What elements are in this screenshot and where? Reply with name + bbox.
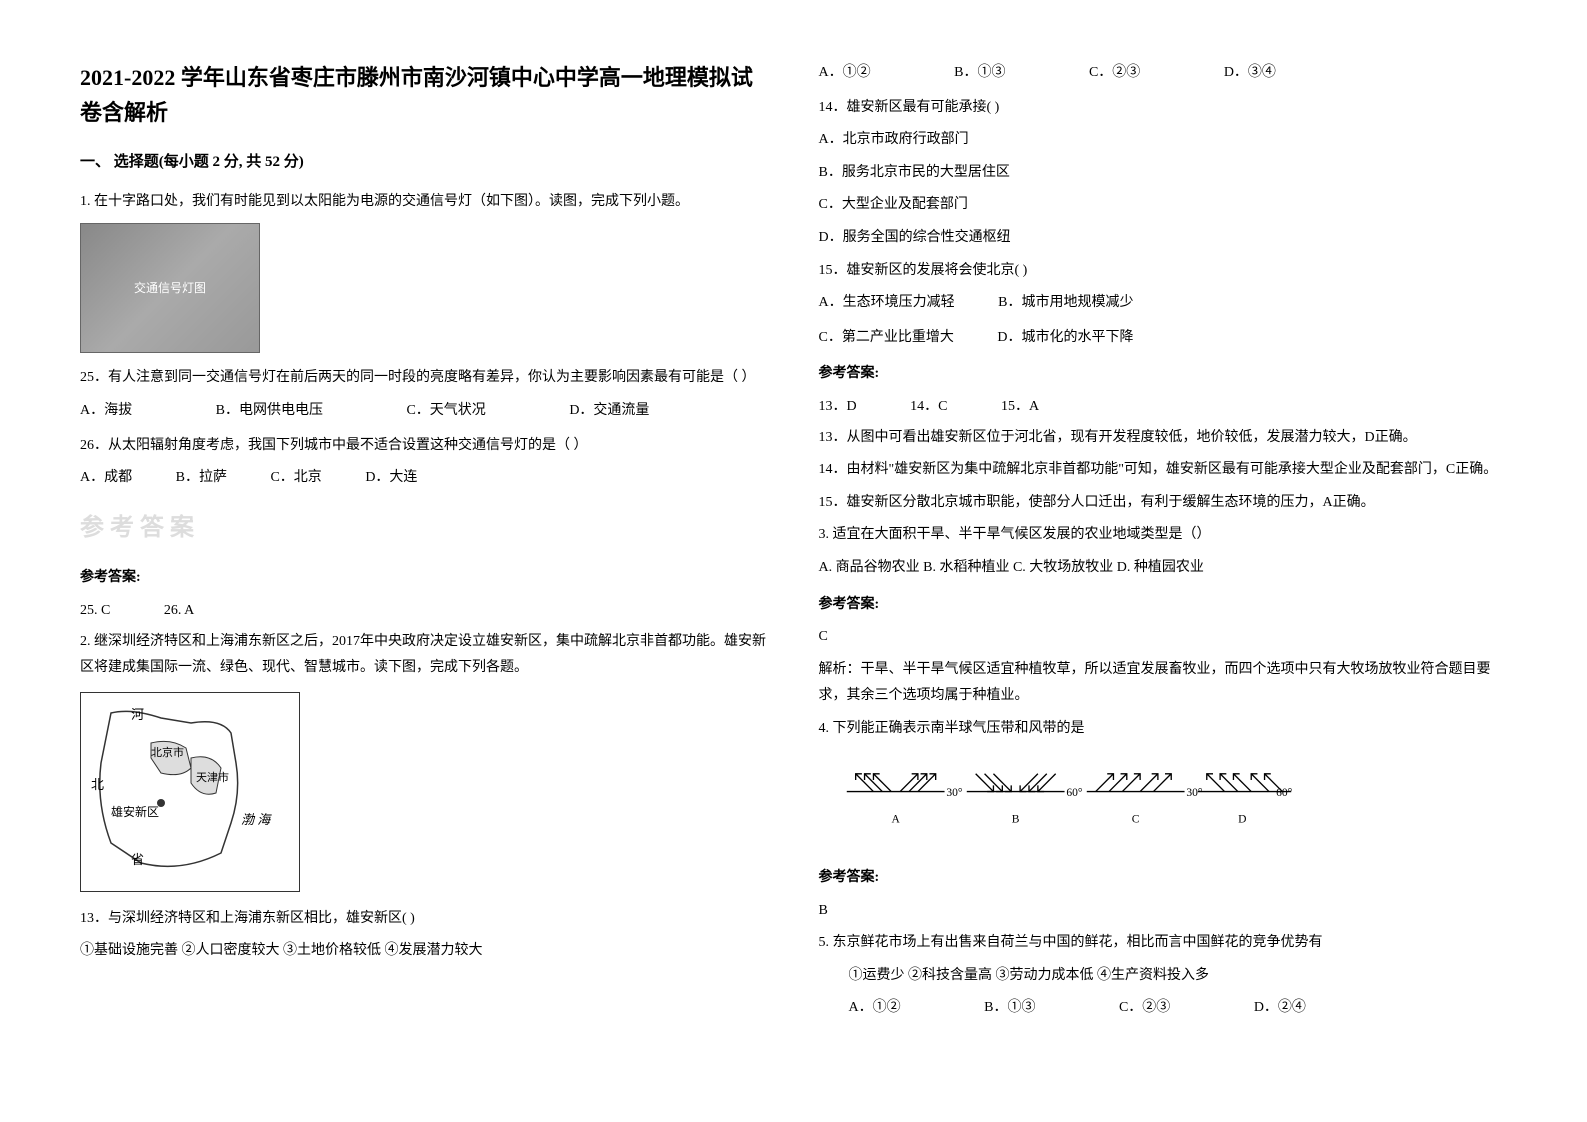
map-svg (81, 693, 301, 893)
option: A．①② (819, 60, 871, 87)
answer-3: C (819, 624, 1508, 651)
svg-text:D: D (1238, 814, 1246, 826)
question-15-options-row1: A．生态环境压力减轻 B．城市用地规模减少 (819, 290, 1508, 317)
explanation-13: 13．从图中可看出雄安新区位于河北省，现有开发程度较低，地价较低，发展潜力较大，… (819, 425, 1508, 452)
question-13-options: A．①② B．①③ C．②③ D．③④ (819, 60, 1508, 87)
question-13: 13．与深圳经济特区和上海浦东新区相比，雄安新区( ) (80, 906, 769, 933)
answer: 15．A (1001, 394, 1039, 421)
question-13-statements: ①基础设施完善 ②人口密度较大 ③土地价格较低 ④发展潜力较大 (80, 938, 769, 965)
svg-text:30°: 30° (1186, 787, 1203, 799)
svg-text:60°: 60° (1276, 787, 1293, 799)
question-4: 4. 下列能正确表示南半球气压带和风带的是 (819, 716, 1508, 743)
map-label: 北 (91, 773, 104, 798)
page-container: 2021-2022 学年山东省枣庄市滕州市南沙河镇中心中学高一地理模拟试卷含解析… (80, 60, 1507, 1030)
question-15-options-row2: C．第二产业比重增大 D．城市化的水平下降 (819, 325, 1508, 352)
question-26-options: A．成都 B．拉萨 C．北京 D．大连 (80, 465, 769, 492)
option: B．①③ (954, 60, 1005, 87)
map-label: 北京市 (151, 743, 184, 764)
option: D．服务全国的综合性交通枢纽 (819, 225, 1508, 252)
option: D．城市化的水平下降 (997, 325, 1133, 352)
map-label: 河 (131, 703, 144, 728)
question-25-options: A．海拔 B．电网供电电压 C．天气状况 D．交通流量 (80, 398, 769, 425)
answer: 14．C (910, 394, 947, 421)
explanation-14: 14．由材料"雄安新区为集中疏解北京非首都功能"可知，雄安新区最有可能承接大型企… (819, 457, 1508, 484)
option: D．②④ (1254, 995, 1306, 1022)
svg-text:B: B (1011, 814, 1019, 826)
answer-header: 参考答案: (819, 361, 1508, 388)
option: A．成都 (80, 465, 132, 492)
explanation-15: 15．雄安新区分散北京城市职能，使部分人口迁出，有利于缓解生态环境的压力，A正确… (819, 490, 1508, 517)
answer: 13．D (819, 394, 857, 421)
option: C．②③ (1089, 60, 1140, 87)
option: D．③④ (1224, 60, 1276, 87)
question-26: 26．从太阳辐射角度考虑，我国下列城市中最不适合设置这种交通信号灯的是（ ） (80, 433, 769, 460)
map-label: 省 (131, 848, 144, 873)
option: C．第二产业比重增大 (819, 325, 954, 352)
explanation-3: 解析：干旱、半干旱气候区适宜种植牧草，所以适宜发展畜牧业，而四个选项中只有大牧场… (819, 657, 1508, 710)
svg-text:C: C (1131, 814, 1139, 826)
question-5-options: A．①② B．①③ C．②③ D．②④ (819, 995, 1508, 1022)
left-column: 2021-2022 学年山东省枣庄市滕州市南沙河镇中心中学高一地理模拟试卷含解析… (80, 60, 769, 1030)
answer: 26. A (164, 598, 194, 625)
svg-text:30°: 30° (946, 787, 963, 799)
map-label: 渤 海 (241, 808, 270, 833)
option: B．电网供电电压 (216, 398, 323, 425)
answer-header: 参考答案: (819, 592, 1508, 619)
answer-header: 参考答案: (819, 865, 1508, 892)
answer-header: 参考答案: (80, 565, 769, 592)
svg-text:60°: 60° (1066, 787, 1083, 799)
question-15: 15．雄安新区的发展将会使北京( ) (819, 258, 1508, 285)
question-5: 5. 东京鲜花市场上有出售来自荷兰与中国的鲜花，相比而言中国鲜花的竞争优势有 (819, 930, 1508, 957)
question-3-options: A. 商品谷物农业 B. 水稻种植业 C. 大牧场放牧业 D. 种植园农业 (819, 555, 1508, 582)
question-5-statements: ①运费少 ②科技含量高 ③劳动力成本低 ④生产资料投入多 (819, 963, 1508, 990)
question-2-intro: 2. 继深圳经济特区和上海浦东新区之后，2017年中央政府决定设立雄安新区，集中… (80, 629, 769, 682)
option: B．城市用地规模减少 (998, 290, 1133, 317)
map-image: 河 北京市 天津市 雄安新区 北 省 渤 海 (80, 692, 300, 892)
option: A．生态环境压力减轻 (819, 290, 955, 317)
option: A．海拔 (80, 398, 132, 425)
option: A．北京市政府行政部门 (819, 127, 1508, 154)
svg-text:A: A (891, 814, 900, 826)
question-14: 14．雄安新区最有可能承接( ) (819, 95, 1508, 122)
option: B．服务北京市民的大型居住区 (819, 160, 1508, 187)
option: C．北京 (270, 465, 321, 492)
question-3: 3. 适宜在大面积干旱、半干旱气候区发展的农业地域类型是（） (819, 522, 1508, 549)
wind-belt-diagram: 30° A 60° B (819, 756, 1319, 836)
option: C．天气状况 (406, 398, 485, 425)
answer: 25. C (80, 598, 110, 625)
image-label: 交通信号灯图 (134, 277, 206, 300)
section-header: 一、 选择题(每小题 2 分, 共 52 分) (80, 148, 769, 177)
option: A．①② (849, 995, 901, 1022)
document-title: 2021-2022 学年山东省枣庄市滕州市南沙河镇中心中学高一地理模拟试卷含解析 (80, 60, 769, 130)
option: C．大型企业及配套部门 (819, 192, 1508, 219)
traffic-light-image: 交通信号灯图 (80, 223, 260, 353)
option: D．大连 (365, 465, 417, 492)
option: D．交通流量 (569, 398, 649, 425)
right-column: A．①② B．①③ C．②③ D．③④ 14．雄安新区最有可能承接( ) A．北… (819, 60, 1508, 1030)
option: B．①③ (984, 995, 1035, 1022)
answer-4: B (819, 898, 1508, 925)
answer-line: 13．D 14．C 15．A (819, 394, 1508, 421)
option: C．②③ (1119, 995, 1170, 1022)
map-label: 天津市 (196, 768, 229, 789)
answer-line: 25. C 26. A (80, 598, 769, 625)
option: B．拉萨 (176, 465, 227, 492)
map-label: 雄安新区 (111, 801, 159, 824)
watermark: 参考答案 (80, 506, 769, 552)
question-25: 25．有人注意到同一交通信号灯在前后两天的同一时段的亮度略有差异，你认为主要影响… (80, 365, 769, 392)
question-1: 1. 在十字路口处，我们有时能见到以太阳能为电源的交通信号灯（如下图）。读图，完… (80, 189, 769, 216)
